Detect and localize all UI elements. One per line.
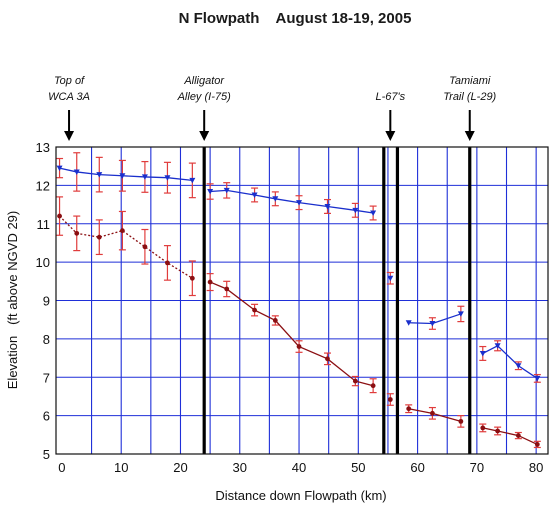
data-point-lower	[207, 279, 213, 285]
grid	[56, 147, 548, 454]
x-tick-label: 10	[114, 460, 128, 475]
annotation-label: WCA 3A	[48, 91, 90, 103]
data-point-upper	[387, 275, 394, 282]
x-tick-label: 60	[410, 460, 424, 475]
data-point-lower	[430, 410, 435, 416]
annotation-label: Top of	[54, 75, 85, 87]
data-point-lower	[406, 406, 412, 412]
x-tick-label: 0	[58, 460, 65, 475]
y-tick-label: 5	[43, 447, 50, 462]
data-point-lower	[296, 344, 302, 349]
series-line-upper	[482, 344, 538, 379]
data-point-upper	[73, 169, 80, 175]
x-tick-label: 20	[173, 460, 187, 475]
y-tick-label: 10	[36, 255, 50, 270]
y-tick-label: 8	[43, 332, 50, 347]
data-point-upper	[96, 172, 103, 178]
series-line-upper	[210, 189, 374, 214]
data-point-upper	[189, 177, 196, 184]
data-point-lower	[119, 228, 125, 234]
data-point-upper	[479, 350, 486, 357]
data-point-upper	[141, 174, 148, 180]
x-tick-label: 40	[292, 460, 306, 475]
data-point-lower	[387, 397, 393, 402]
annotation-label: Alley (I-75)	[177, 91, 232, 103]
data-point-lower	[165, 260, 170, 266]
data-point-lower	[458, 418, 464, 424]
data-point-lower	[325, 356, 330, 362]
data-point-upper	[251, 192, 258, 198]
tick-labels: 5 6 7 8 9 10 11 12 13 0 10 20 30 40 50 60 70 80	[36, 140, 544, 475]
data-point-upper	[223, 187, 230, 194]
annotation-label: Trail (L-29)	[443, 91, 496, 103]
data-point-lower	[495, 428, 501, 434]
data-point-upper	[457, 311, 464, 317]
data-point-upper	[164, 175, 171, 181]
data-point-lower	[272, 318, 278, 323]
y-tick-label: 6	[43, 409, 50, 424]
data-point-upper	[429, 321, 436, 327]
data-point-upper	[324, 203, 331, 210]
x-tick-label: 70	[470, 460, 484, 475]
data-point-lower	[142, 244, 148, 250]
annotation-arrow-head	[464, 131, 475, 141]
chart-title: N Flowpath August 18-19, 2005	[179, 10, 412, 27]
data-point-lower	[515, 433, 521, 438]
annotation-arrow-head	[199, 131, 210, 141]
y-tick-label: 9	[43, 294, 50, 309]
x-tick-label: 50	[351, 460, 365, 475]
data-point-upper	[494, 343, 501, 349]
data-point-lower	[480, 425, 486, 431]
data-point-upper	[119, 173, 126, 179]
data-point-upper	[296, 200, 303, 206]
data-point-upper	[534, 375, 541, 382]
data-point-lower	[74, 230, 80, 236]
data-point-lower	[96, 234, 102, 240]
x-tick-label: 80	[529, 460, 543, 475]
data-point-upper	[370, 210, 377, 217]
x-axis-label: Distance down Flowpath (km)	[215, 488, 386, 503]
data-point-upper	[207, 189, 214, 195]
data-point-upper	[405, 320, 412, 326]
y-axis-label: Elevation (ft above NGVD 29)	[5, 211, 20, 389]
data-point-lower	[352, 378, 358, 384]
annotation-label: L-67's	[376, 91, 406, 103]
y-tick-label: 13	[36, 140, 50, 155]
y-tick-label: 7	[43, 370, 50, 385]
plot-frame	[55, 146, 549, 455]
data-point-lower	[252, 307, 257, 313]
annotation-label: Alligator	[183, 75, 225, 87]
data-point-lower	[189, 275, 195, 281]
data-point-upper	[515, 363, 522, 369]
structure-lines	[202, 147, 472, 454]
annotation-arrow-head	[385, 131, 396, 141]
annotations: Top of WCA 3A L-67's Alligator Alley (I-75) T…	[48, 75, 497, 141]
annotation-label: Tamiami	[449, 75, 491, 87]
data-point-lower	[370, 383, 376, 389]
data-point-upper	[272, 196, 279, 202]
data-point-lower	[57, 213, 62, 219]
series-layer	[56, 152, 541, 449]
data-point-upper	[352, 207, 359, 214]
y-tick-label: 11	[37, 217, 51, 232]
data-point-lower	[224, 286, 230, 292]
series-line-lower	[482, 427, 538, 445]
x-tick-label: 30	[233, 460, 247, 475]
series-line-lower	[209, 281, 374, 387]
y-tick-label: 12	[36, 178, 50, 193]
annotation-arrow-head	[64, 131, 75, 141]
data-point-lower	[534, 442, 540, 447]
data-point-upper	[56, 165, 63, 172]
